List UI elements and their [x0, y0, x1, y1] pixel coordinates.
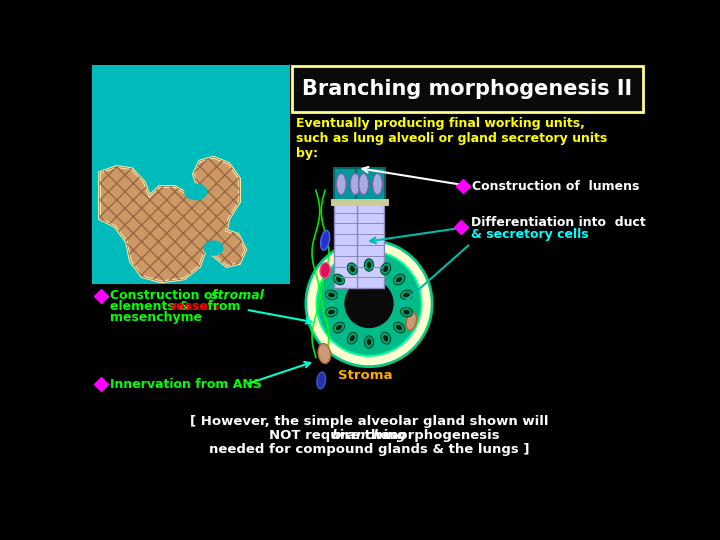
- Ellipse shape: [381, 332, 391, 344]
- Ellipse shape: [403, 309, 410, 314]
- Text: Differentiation into  duct: Differentiation into duct: [471, 216, 645, 229]
- Ellipse shape: [359, 173, 369, 195]
- Ellipse shape: [406, 312, 417, 330]
- Ellipse shape: [396, 325, 402, 330]
- Text: needed for compound glands & the lungs ]: needed for compound glands & the lungs ]: [209, 443, 529, 456]
- Text: Branching morphogenesis II: Branching morphogenesis II: [302, 79, 633, 99]
- Text: Innervation from ANS: Innervation from ANS: [109, 378, 261, 391]
- Text: [ However, the simple alveolar gland shown will: [ However, the simple alveolar gland sho…: [190, 415, 548, 428]
- Ellipse shape: [383, 266, 388, 272]
- Ellipse shape: [336, 325, 342, 330]
- Ellipse shape: [184, 184, 207, 200]
- Ellipse shape: [372, 173, 382, 195]
- Ellipse shape: [320, 262, 330, 278]
- Polygon shape: [99, 157, 246, 282]
- Text: stromal: stromal: [211, 289, 265, 302]
- Bar: [356, 168, 385, 200]
- Bar: [92, 65, 290, 284]
- Ellipse shape: [366, 261, 372, 268]
- Ellipse shape: [347, 263, 357, 275]
- Ellipse shape: [364, 259, 374, 271]
- Ellipse shape: [317, 372, 325, 389]
- Ellipse shape: [318, 343, 330, 363]
- Text: mesenchyme: mesenchyme: [109, 311, 202, 324]
- Ellipse shape: [320, 231, 330, 250]
- Circle shape: [344, 279, 394, 328]
- Text: elements &: elements &: [109, 300, 194, 313]
- Ellipse shape: [325, 307, 338, 317]
- Ellipse shape: [333, 322, 344, 333]
- FancyBboxPatch shape: [292, 66, 643, 112]
- Ellipse shape: [394, 322, 405, 333]
- Ellipse shape: [396, 276, 402, 282]
- Ellipse shape: [204, 240, 223, 256]
- Text: Construction of: Construction of: [109, 289, 222, 302]
- Ellipse shape: [364, 336, 374, 348]
- Ellipse shape: [325, 290, 338, 300]
- Circle shape: [317, 251, 421, 356]
- Ellipse shape: [383, 335, 388, 341]
- Ellipse shape: [366, 339, 372, 346]
- Text: Construction of  lumens: Construction of lumens: [472, 180, 639, 193]
- Text: branching: branching: [332, 429, 407, 442]
- Text: vessels: vessels: [168, 300, 220, 313]
- Ellipse shape: [394, 274, 405, 285]
- Ellipse shape: [347, 332, 357, 344]
- Bar: [333, 168, 363, 200]
- Circle shape: [306, 240, 432, 367]
- Text: Eventually producing final working units,
such as lung alveoli or gland secretor: Eventually producing final working units…: [296, 117, 607, 160]
- Text: & secretory cells: & secretory cells: [471, 228, 588, 241]
- Polygon shape: [356, 202, 362, 288]
- Ellipse shape: [328, 309, 335, 314]
- Ellipse shape: [403, 293, 410, 298]
- Ellipse shape: [336, 173, 346, 195]
- Ellipse shape: [400, 290, 413, 300]
- Ellipse shape: [350, 173, 360, 195]
- Ellipse shape: [381, 263, 391, 275]
- Ellipse shape: [328, 293, 335, 298]
- Text: from: from: [204, 300, 241, 313]
- Text: NOT require the: NOT require the: [269, 429, 394, 442]
- Bar: [334, 202, 362, 288]
- Ellipse shape: [350, 335, 355, 341]
- Ellipse shape: [333, 274, 344, 285]
- Ellipse shape: [400, 307, 413, 317]
- Ellipse shape: [350, 266, 355, 272]
- Text: morphogenesis: morphogenesis: [379, 429, 500, 442]
- Bar: [356, 202, 384, 288]
- Text: Stroma: Stroma: [338, 369, 392, 382]
- Ellipse shape: [336, 276, 342, 282]
